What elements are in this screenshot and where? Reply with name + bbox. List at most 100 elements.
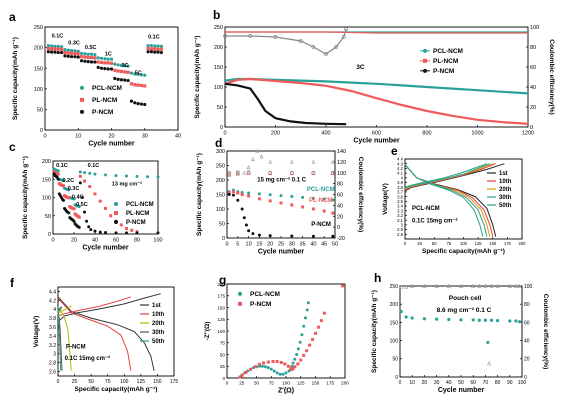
- data-point-2: [87, 225, 91, 229]
- y-tick-label: 3.6: [49, 325, 56, 331]
- ce-point-1: [311, 171, 316, 176]
- y-tick-label: 200: [216, 178, 225, 184]
- y-tick-label: 3.1: [397, 218, 403, 223]
- data-point-2: [153, 50, 157, 54]
- y2-tick-label: 100: [337, 171, 346, 177]
- data-point-1: [119, 223, 123, 227]
- data-point-0: [116, 63, 120, 67]
- data-point-2: [119, 78, 124, 82]
- data-point-0: [247, 191, 251, 195]
- data-point-2: [99, 66, 104, 70]
- panel-h: 0 10 20 30 40 50 60 70 80 90 100050100150200250020…: [371, 271, 549, 394]
- data-point-2: [156, 50, 160, 54]
- x-tick-label: 0: [399, 380, 402, 386]
- data-point-2: [251, 232, 255, 236]
- data-point-1: [139, 83, 144, 88]
- y-tick-label: 150: [216, 193, 225, 199]
- x-tick-label: 40: [446, 380, 452, 386]
- x-tick-label: 20: [71, 238, 77, 244]
- y-tick-label: 4.2: [49, 298, 56, 304]
- x-tick-label: 35: [300, 242, 306, 248]
- data-point-0: [76, 49, 80, 53]
- data-point-2: [240, 207, 244, 211]
- x-axis-label: Z'(Ω): [278, 388, 294, 395]
- y-tick-label: 150: [214, 65, 223, 71]
- y-tick-label: 50: [220, 352, 226, 357]
- ce-point: [477, 283, 482, 288]
- data-point-0: [303, 316, 307, 320]
- x-axis-label: Cycle number: [82, 245, 129, 252]
- capacity-point: [399, 309, 403, 314]
- x-tick-label: 1000: [471, 131, 483, 137]
- discharge-curve-2: [404, 164, 491, 237]
- ce-point: [422, 283, 427, 288]
- x-tick-label: 100: [153, 238, 162, 244]
- data-point-0: [156, 44, 160, 48]
- legend-label: 20th: [499, 187, 512, 193]
- y-tick-label: 4: [53, 307, 56, 313]
- annotation: 0.5C: [85, 45, 97, 51]
- legend-marker: [238, 301, 242, 306]
- data-point-2: [104, 231, 107, 235]
- y-tick-label: 3: [53, 352, 56, 358]
- data-point-0: [77, 205, 81, 209]
- y-tick-label: 2.8: [49, 361, 56, 367]
- annotation: 3C: [356, 64, 365, 71]
- data-point-0: [109, 57, 114, 61]
- data-point-0: [281, 372, 285, 376]
- data-point-2: [146, 50, 150, 54]
- ce-point-2: [227, 172, 232, 177]
- y2-axis-label: Coulombic efficiency(%): [542, 294, 549, 369]
- x-tick-label: 50: [254, 381, 260, 386]
- ce-point-p: [324, 52, 328, 56]
- data-point-1: [240, 373, 244, 377]
- x-tick-label: 75: [447, 241, 452, 246]
- y2-axis-label: Coulombic efficiency(%): [357, 157, 364, 232]
- data-point-0: [70, 48, 74, 53]
- legend-marker: [114, 211, 118, 215]
- data-point-1: [293, 365, 297, 369]
- y-tick-label: 250: [390, 284, 399, 290]
- data-point-0: [99, 56, 104, 60]
- y-tick-label: 50: [217, 105, 223, 111]
- data-point-1: [311, 207, 315, 211]
- data-point-1: [83, 179, 86, 183]
- data-point-1: [341, 284, 345, 288]
- ce-point: [399, 284, 404, 289]
- x-tick-label: 10: [75, 134, 81, 140]
- capacity-point: [410, 316, 414, 320]
- data-point-1: [271, 360, 275, 364]
- ce-point-2: [250, 156, 255, 161]
- y2-tick-label: 40: [524, 339, 530, 345]
- legend-label: 30th: [499, 195, 512, 201]
- data-point-1: [159, 47, 163, 51]
- data-point-2: [242, 216, 246, 220]
- x-tick-label: 100: [460, 241, 468, 246]
- y-axis-label: Voltage(V): [33, 316, 40, 348]
- data-point-1: [116, 69, 120, 73]
- x-tick-label: 0: [404, 241, 407, 246]
- data-point-0: [119, 63, 124, 67]
- panel-e: 0 25 50 75 100 125 150 175 2002.82.933.13.23.33.…: [382, 144, 526, 255]
- data-point-0: [72, 197, 76, 201]
- data-point-0: [96, 56, 100, 60]
- data-point-0: [67, 188, 71, 192]
- data-point-2: [331, 234, 335, 238]
- x-tick-label: 25: [72, 379, 78, 385]
- data-point-1: [238, 375, 242, 379]
- data-point-2: [227, 193, 231, 196]
- x-axis-label: Cycle number: [353, 138, 400, 145]
- data-point-1: [96, 60, 100, 64]
- ce-point-p: [341, 35, 346, 39]
- legend-marker: [423, 58, 427, 63]
- data-point-1: [123, 70, 127, 74]
- data-point-1: [311, 337, 315, 341]
- data-point-0: [322, 197, 326, 201]
- charge-curve-1: [57, 296, 132, 317]
- y-tick-label: 150: [42, 177, 51, 183]
- data-point-0: [93, 53, 97, 57]
- capacity-point: [508, 319, 512, 323]
- y-tick-label: 150: [390, 320, 399, 326]
- annotation: 15 mg cm⁻² 0.1 C: [257, 176, 307, 183]
